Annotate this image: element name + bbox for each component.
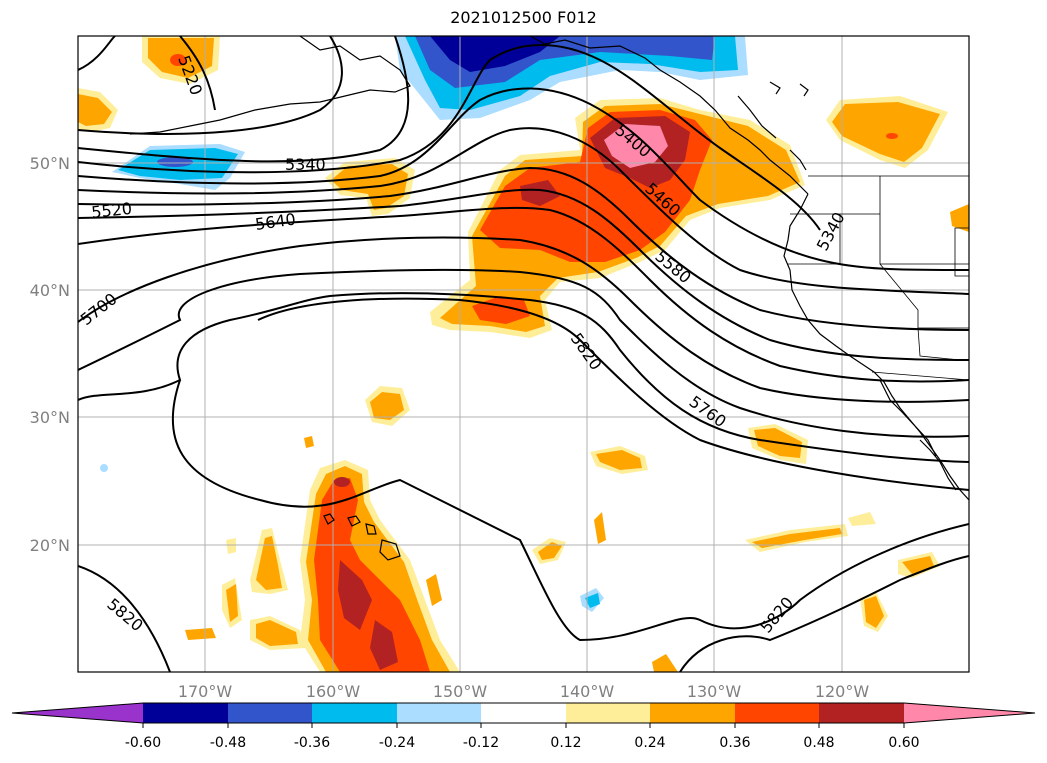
- latitude-labels: 50°N 40°N 30°N 20°N: [30, 154, 70, 555]
- colorbar-segment-1: [143, 703, 228, 723]
- map-area: [78, 36, 969, 672]
- map-frame: [77, 35, 970, 673]
- colorbar-tick-8: 0.36: [719, 735, 750, 751]
- colorbar-tick-7: 0.24: [634, 735, 665, 751]
- lon-label-130w: 130°W: [687, 682, 742, 701]
- colorbar-tick-10: 0.60: [888, 735, 919, 751]
- longitude-labels: 170°W 160°W 150°W 140°W 130°W 120°W: [178, 682, 870, 701]
- map-title: 2021012500 F012: [450, 8, 597, 27]
- colorbar-tick-9: 0.48: [803, 735, 834, 751]
- lon-label-160w: 160°W: [306, 682, 361, 701]
- colorbar-segment-7: [650, 703, 735, 723]
- colorbar-segment-4: [397, 703, 481, 723]
- colorbar-tick-4: -0.24: [379, 735, 415, 751]
- lon-label-150w: 150°W: [433, 682, 488, 701]
- colorbar-segment-5: [481, 703, 566, 723]
- colorbar-tick-6: 0.12: [550, 735, 581, 751]
- colorbar-tick-2: -0.48: [210, 735, 246, 751]
- lat-label-30n: 30°N: [30, 408, 70, 427]
- coastlines: [129, 36, 969, 561]
- colorbar: -0.60 -0.48 -0.36 -0.24 -0.12 0.12 0.24 …: [11, 702, 1036, 751]
- lat-label-20n: 20°N: [30, 536, 70, 555]
- colorbar-tick-5: -0.12: [463, 735, 499, 751]
- contour-label-5520: 5520: [90, 199, 132, 222]
- colorbar-segment-3: [312, 703, 397, 723]
- contour-label-5340: 5340: [285, 155, 326, 174]
- lat-label-50n: 50°N: [30, 154, 70, 173]
- gridlines: [78, 36, 969, 672]
- height-contours: [78, 36, 969, 672]
- lat-label-40n: 40°N: [30, 281, 70, 300]
- colorbar-tick-3: -0.36: [294, 735, 330, 751]
- colorbar-extend-left: [12, 703, 143, 723]
- colorbar-segment-2: [228, 703, 312, 723]
- colorbar-segment-9: [819, 703, 904, 723]
- colorbar-tick-1: -0.60: [125, 735, 161, 751]
- state-borders: [788, 175, 969, 381]
- colorbar-extend-right: [904, 703, 1035, 723]
- lon-label-120w: 120°W: [815, 682, 870, 701]
- lon-label-170w: 170°W: [178, 682, 233, 701]
- colorbar-segment-8: [735, 703, 819, 723]
- lon-label-140w: 140°W: [560, 682, 615, 701]
- colorbar-segment-6: [566, 703, 650, 723]
